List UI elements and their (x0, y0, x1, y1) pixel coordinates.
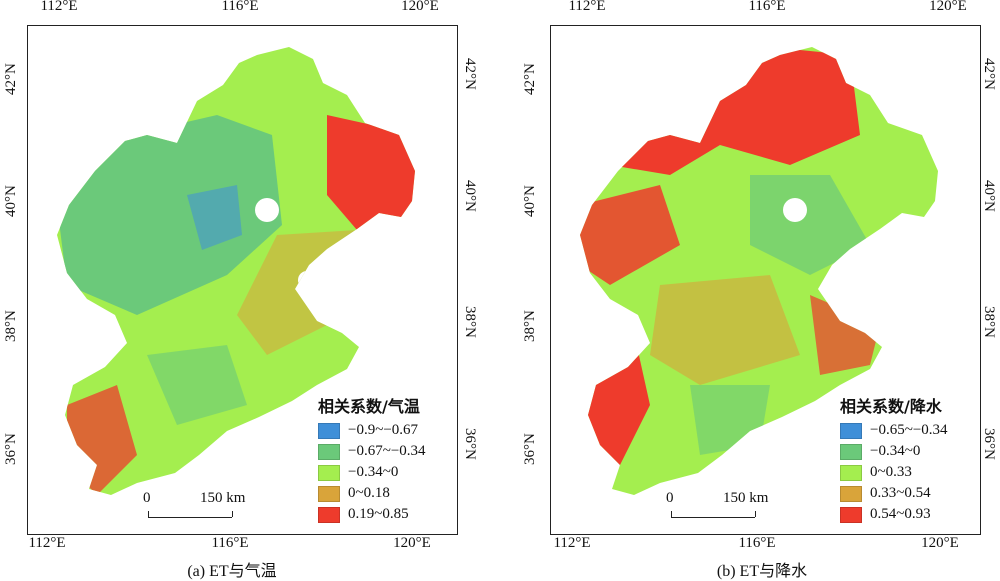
panel-b: 112°E 116°E 120°E 112°E 116°E 120°E 42°N… (500, 0, 1000, 581)
lon-label-top: 112°E (568, 0, 606, 14)
lat-label-right: 38°N (462, 306, 478, 338)
legend-swatch (318, 443, 340, 460)
legend-title: 相关系数/降水 (840, 397, 942, 416)
lat-label-left: 40°N (522, 185, 538, 217)
lon-label-top: 120°E (929, 0, 967, 14)
lon-label-top: 116°E (221, 0, 259, 14)
legend-label: −0.34~0 (870, 443, 921, 459)
lon-label-top: 120°E (401, 0, 439, 14)
legend-item: −0.34~0 (840, 441, 948, 462)
panel-caption: (b) ET与降水 (716, 563, 808, 580)
legend-swatch (840, 422, 862, 439)
lon-label-bottom: 116°E (211, 535, 249, 551)
legend-swatch (840, 443, 862, 460)
scale-line (671, 517, 755, 518)
scale-tick (148, 511, 149, 517)
correlation-map-temperature (57, 47, 415, 495)
lon-label-bottom: 120°E (393, 535, 431, 551)
lon-label-bottom: 112°E (553, 535, 591, 551)
correlation-map-precipitation (580, 47, 938, 495)
legend-label: 0.19~0.85 (348, 506, 409, 522)
legend-label: 0~0.18 (348, 485, 390, 501)
legend-item: 0.33~0.54 (840, 483, 948, 504)
legend-item: −0.65~−0.34 (840, 420, 948, 441)
lat-label-left: 40°N (3, 185, 19, 217)
scale-tick (755, 511, 756, 517)
scale-line (148, 517, 232, 518)
lon-label-top: 112°E (40, 0, 78, 14)
legend-item: −0.34~0 (318, 462, 426, 483)
legend-label: −0.65~−0.34 (870, 422, 948, 438)
panel-a: 112°E 116°E 120°E 112°E 116°E 120°E 42°N… (3, 0, 478, 580)
legend-label: 0.54~0.93 (870, 506, 931, 522)
legend-label: −0.9~−0.67 (348, 422, 419, 438)
legend-label: 0.33~0.54 (870, 485, 931, 501)
lat-label-left: 36°N (522, 433, 538, 465)
legend-item: −0.9~−0.67 (318, 420, 426, 441)
lat-label-right: 40°N (462, 180, 478, 212)
panel-caption: (a) ET与气温 (187, 563, 277, 580)
lat-label-left: 42°N (522, 63, 538, 95)
legend-swatch (840, 485, 862, 502)
legend-label: 0~0.33 (870, 464, 912, 480)
scale-tick (671, 511, 672, 517)
lat-label-right: 42°N (981, 58, 997, 90)
legend: 相关系数/气温 −0.9~−0.67 −0.67~−0.34 −0.34~0 0… (318, 393, 426, 525)
scale-zero-label: 0 (666, 490, 674, 506)
legend-swatch (318, 485, 340, 502)
lat-label-left: 36°N (3, 433, 19, 465)
legend-item: 0~0.33 (840, 462, 948, 483)
legend: 相关系数/降水 −0.65~−0.34 −0.34~0 0~0.33 0.33~… (840, 393, 948, 525)
scale-zero-label: 0 (143, 490, 151, 506)
lat-label-left: 38°N (522, 310, 538, 342)
legend-swatch (318, 422, 340, 439)
legend-item: 0~0.18 (318, 483, 426, 504)
legend-item: 0.54~0.93 (840, 504, 948, 525)
lon-label-bottom: 112°E (28, 535, 66, 551)
scale-tick (232, 511, 233, 517)
lat-label-right: 36°N (462, 428, 478, 460)
legend-swatch (840, 506, 862, 523)
lat-label-right: 42°N (462, 58, 478, 90)
scale-distance-label: 150 km (200, 490, 246, 506)
legend-label: −0.34~0 (348, 464, 399, 480)
lat-label-left: 38°N (3, 310, 19, 342)
lon-label-bottom: 120°E (921, 535, 959, 551)
lon-label-bottom: 116°E (738, 535, 776, 551)
lon-label-top: 116°E (748, 0, 786, 14)
legend-item: −0.67~−0.34 (318, 441, 426, 462)
legend-title: 相关系数/气温 (318, 397, 420, 416)
lat-label-right: 36°N (981, 428, 997, 460)
scale-distance-label: 150 km (723, 490, 769, 506)
legend-swatch (318, 464, 340, 481)
legend-item: 0.19~0.85 (318, 504, 426, 525)
legend-swatch (318, 506, 340, 523)
legend-label: −0.67~−0.34 (348, 443, 426, 459)
lat-label-right: 38°N (981, 306, 997, 338)
lat-label-left: 42°N (3, 63, 19, 95)
legend-swatch (840, 464, 862, 481)
lat-label-right: 40°N (981, 180, 997, 212)
